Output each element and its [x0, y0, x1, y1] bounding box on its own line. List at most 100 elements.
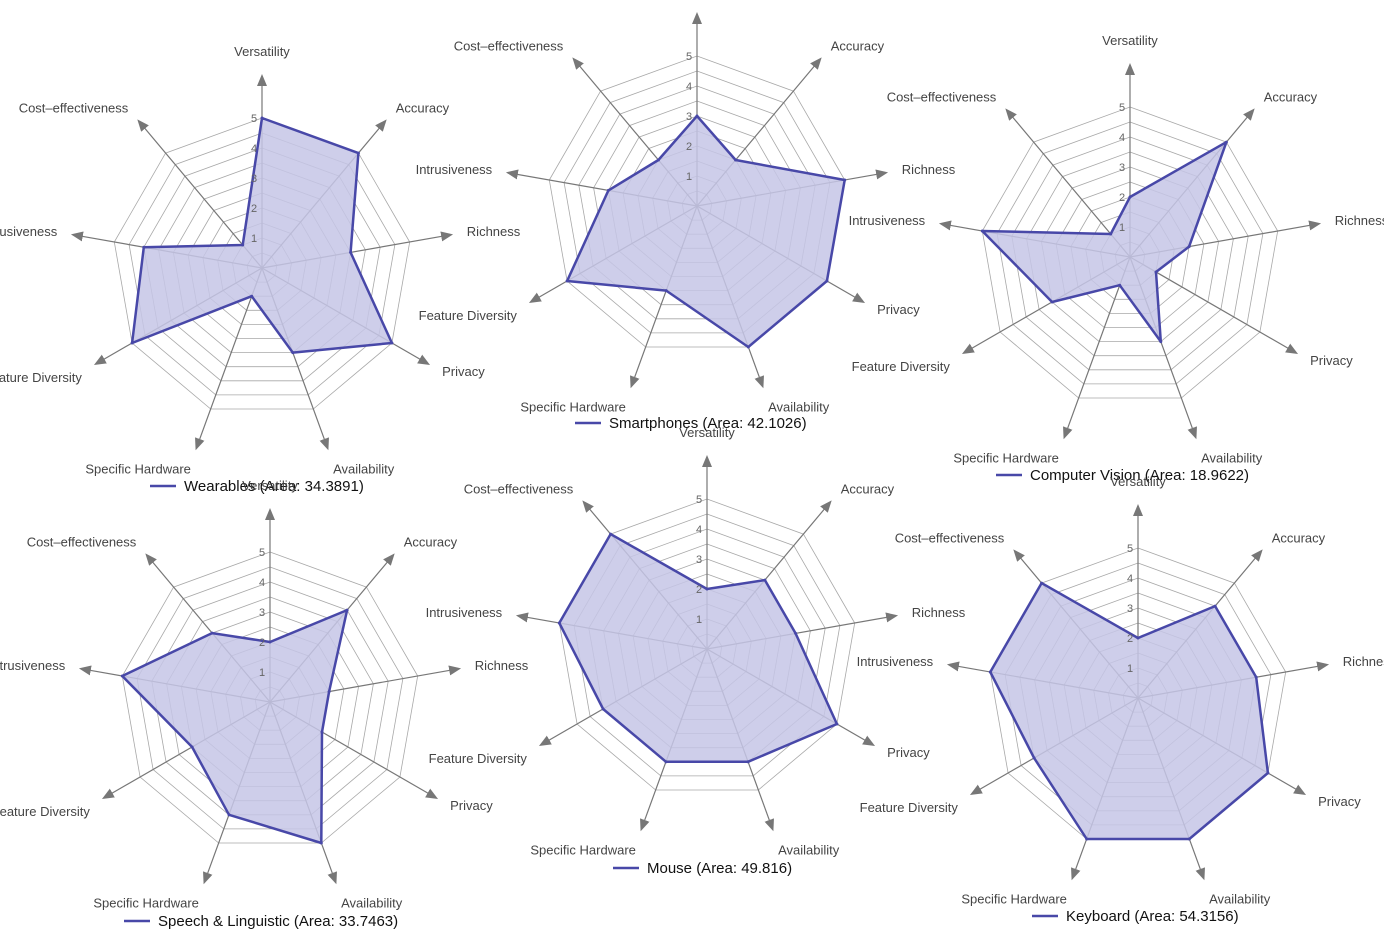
radar-chart-wearables: 1 2 3 4 5 Versatility Accuracy Richness Privacy A… [0, 44, 521, 495]
radar-chart-keyboard: 1 2 3 4 5 Versatility Accuracy Richness Privacy A… [857, 474, 1384, 925]
axis-label-availability: Availability [1209, 892, 1271, 907]
radar-chart-mouse: 1 2 3 4 5 Versatility Accuracy Richness Privacy A… [426, 425, 966, 877]
axis-label-richness: Richness [912, 605, 966, 620]
axis-label-cost-effectiveness: Cost–effectiveness [27, 535, 137, 550]
data-point-cost-effectiveness [1040, 581, 1044, 585]
legend-label: Keyboard (Area: 54.3156) [1066, 908, 1239, 925]
axis-label-feature-diversity: Feature Diversity [429, 751, 528, 766]
axis-label-privacy: Privacy [1318, 794, 1361, 809]
tick-label: 2 [251, 203, 257, 215]
axis-label-cost-effectiveness: Cost–effectiveness [887, 90, 997, 105]
data-point-accuracy [1224, 140, 1228, 144]
axis-label-availability: Availability [1201, 451, 1263, 466]
tick-label: 1 [1127, 663, 1133, 675]
axis-label-intrusiveness: Intrusiveness [0, 224, 58, 239]
axis-label-accuracy: Accuracy [841, 482, 895, 497]
axis-label-cost-effectiveness: Cost–effectiveness [895, 531, 1005, 546]
axis-label-cost-effectiveness: Cost–effectiveness [454, 39, 564, 54]
data-point-richness [327, 690, 331, 694]
tick-label: 5 [251, 113, 257, 125]
data-point-richness [794, 631, 798, 635]
axis-label-privacy: Privacy [442, 364, 485, 379]
tick-label: 4 [259, 577, 265, 589]
data-point-availability [746, 760, 750, 764]
axis-label-richness: Richness [902, 162, 956, 177]
grid-ring [578, 85, 816, 320]
axis-label-feature-diversity: Feature Diversity [0, 370, 82, 385]
axis-label-feature-diversity: Feature Diversity [852, 359, 951, 374]
data-point-feature-diversity [190, 745, 194, 749]
tick-label: 2 [696, 584, 702, 596]
tick-label: 3 [259, 607, 265, 619]
series-area-computer-vision [981, 140, 1228, 343]
data-point-cost-effectiveness [656, 158, 660, 162]
data-point-privacy [320, 730, 324, 734]
axis-label-cost-effectiveness: Cost–effectiveness [19, 101, 129, 116]
tick-label: 1 [251, 233, 257, 245]
axis-line-privacy [1129, 256, 1299, 354]
tick-label: 1 [1119, 222, 1125, 234]
grid-ring [143, 147, 381, 382]
legend-label: Computer Vision (Area: 18.9622) [1030, 467, 1249, 484]
axis-label-accuracy: Accuracy [404, 535, 458, 550]
data-point-availability [746, 345, 750, 349]
axis-label-privacy: Privacy [1310, 353, 1353, 368]
axis-label-cost-effectiveness: Cost–effectiveness [464, 482, 574, 497]
data-point-richness [843, 178, 847, 182]
data-point-accuracy [1213, 604, 1217, 608]
data-point-versatility [705, 587, 709, 591]
data-point-versatility [1128, 195, 1132, 199]
data-point-accuracy [356, 151, 360, 155]
data-point-richness [1254, 675, 1258, 679]
axis-label-feature-diversity: Feature Diversity [0, 804, 90, 819]
tick-label: 3 [1119, 162, 1125, 174]
series-area-mouse [558, 532, 839, 764]
tick-label: 5 [1127, 543, 1133, 555]
legend-smartphones: Smartphones (Area: 42.1026) [575, 415, 807, 432]
data-point-intrusiveness [120, 674, 124, 678]
legend-label: Speech & Linguistic (Area: 33.7463) [158, 913, 398, 930]
axis-label-versatility: Versatility [1110, 474, 1166, 489]
series-area-smartphones [565, 114, 846, 349]
axis-label-privacy: Privacy [887, 745, 930, 760]
legend-label: Mouse (Area: 49.816) [647, 860, 792, 877]
axis-label-privacy: Privacy [450, 798, 493, 813]
axis-line-cost-effectiveness [1005, 108, 1131, 258]
tick-label: 1 [259, 667, 265, 679]
axis-label-privacy: Privacy [877, 302, 920, 317]
data-point-privacy [835, 722, 839, 726]
radar-chart-speech-linguistic: 1 2 3 4 5 Versatility Accuracy Richness Privacy A… [0, 478, 529, 930]
grid-ring [996, 121, 1264, 385]
series-area-keyboard [989, 581, 1270, 841]
data-point-intrusiveness [606, 188, 610, 192]
tick-label: 5 [686, 51, 692, 63]
grid-ring [1011, 136, 1249, 371]
tick-label: 4 [251, 143, 257, 155]
axis-label-specific-hardware: Specific Hardware [961, 892, 1067, 907]
axis-label-richness: Richness [467, 224, 521, 239]
tick-label: 3 [251, 173, 257, 185]
data-point-accuracy [763, 578, 767, 582]
data-point-specific-hardware [664, 760, 668, 764]
data-point-feature-diversity [130, 341, 134, 345]
axis-label-accuracy: Accuracy [831, 39, 885, 54]
legend-label: Smartphones (Area: 42.1026) [609, 415, 807, 432]
data-point-cost-effectiveness [1109, 232, 1113, 236]
grid-ring [1040, 166, 1220, 343]
data-point-privacy [390, 341, 394, 345]
data-point-accuracy [345, 608, 349, 612]
data-point-intrusiveness [557, 621, 561, 625]
axis-label-versatility: Versatility [679, 425, 735, 440]
axis-label-specific-hardware: Specific Hardware [530, 843, 636, 858]
data-point-intrusiveness [142, 245, 146, 249]
axis-label-feature-diversity: Feature Diversity [860, 800, 959, 815]
axis-label-intrusiveness: Intrusiveness [849, 213, 926, 228]
data-point-specific-hardware [1085, 837, 1089, 841]
data-point-versatility [268, 640, 272, 644]
data-point-availability [1159, 340, 1163, 344]
axis-label-availability: Availability [341, 896, 403, 911]
data-point-cost-effectiveness [241, 243, 245, 247]
tick-label: 1 [686, 171, 692, 183]
axis-label-versatility: Versatility [1102, 33, 1158, 48]
tick-label: 3 [1127, 603, 1133, 615]
